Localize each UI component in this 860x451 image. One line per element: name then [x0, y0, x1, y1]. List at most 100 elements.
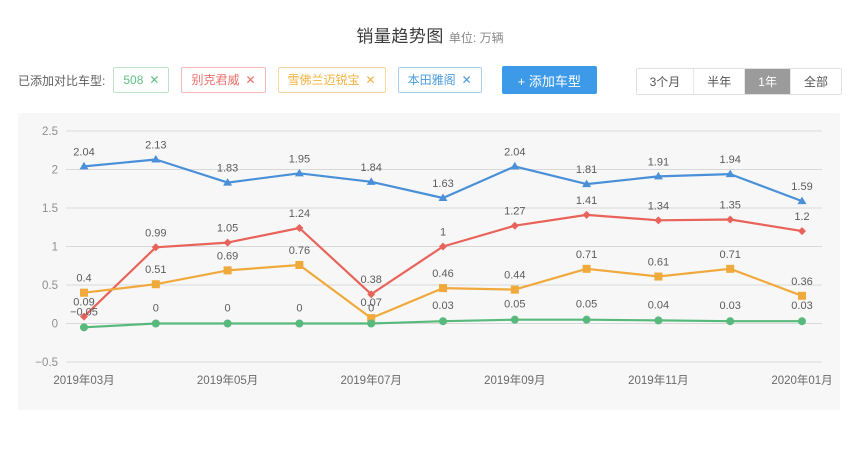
page-title-text: 销量趋势图	[356, 27, 444, 46]
data-point	[510, 161, 520, 170]
data-point-label: 0.51	[145, 264, 166, 276]
y-axis-tick-label: 2	[52, 165, 58, 177]
data-point	[223, 319, 232, 328]
data-point	[798, 227, 806, 236]
model-tag-4[interactable]: 本田雅阁 ✕	[397, 66, 482, 93]
data-point	[366, 177, 376, 185]
model-tag-label: 本田雅阁	[407, 73, 456, 88]
range-option-3[interactable]: 1年	[745, 69, 791, 94]
close-icon[interactable]: ✕	[245, 72, 256, 87]
data-point	[79, 161, 89, 170]
x-axis-tick-label: 2019年09月	[484, 373, 545, 387]
y-axis-tick-label: 0	[52, 319, 58, 331]
data-point-label: 1.35	[719, 200, 740, 212]
data-point	[726, 317, 735, 326]
data-point-label: 0.04	[648, 299, 669, 311]
data-point-label: 0.03	[719, 300, 740, 312]
data-point	[725, 169, 735, 178]
data-point	[151, 280, 160, 289]
data-point-label: 1.34	[648, 200, 669, 212]
data-point-label: 0	[225, 303, 231, 315]
data-point-label: 1.81	[576, 164, 597, 176]
data-point-label: 0.69	[217, 250, 238, 262]
x-axis-tick-label: 2019年07月	[341, 373, 402, 387]
data-point	[510, 221, 519, 230]
data-point-label: 0	[296, 303, 302, 315]
close-icon[interactable]: ✕	[461, 72, 472, 87]
y-axis-tick-label: −0.5	[35, 357, 58, 369]
add-model-button[interactable]: + 添加车型	[501, 66, 597, 94]
data-point-label: 0	[153, 303, 159, 315]
data-point-label: 0.44	[504, 270, 525, 282]
y-axis-tick-label: 2.5	[42, 126, 58, 138]
data-point-label: 0.99	[145, 227, 166, 239]
data-point	[726, 215, 735, 224]
data-point-label: −0.05	[70, 306, 98, 318]
data-point-label: 0.4	[76, 273, 91, 285]
data-point	[654, 272, 663, 281]
data-point	[367, 314, 376, 323]
close-icon[interactable]: ✕	[365, 72, 376, 87]
data-point	[294, 168, 304, 177]
data-point-label: 1.91	[648, 156, 669, 168]
data-point	[223, 178, 233, 186]
model-tag-label: 508	[123, 73, 144, 88]
model-tag-3[interactable]: 雪佛兰迈锐宝 ✕	[277, 66, 386, 93]
data-point	[367, 319, 376, 328]
x-axis-tick-label: 2019年11月	[628, 373, 689, 387]
data-point	[151, 243, 160, 252]
data-point	[582, 315, 591, 324]
data-point	[223, 266, 232, 275]
data-point	[726, 264, 735, 273]
chart-card: 2.5 2 1.5 1 0.5 0 −0.5 2019年03月 2019年05月 2019年07月…	[18, 113, 840, 410]
data-point	[80, 323, 88, 332]
y-axis-tick-label: 1	[52, 242, 58, 254]
data-point-label: 2.13	[145, 139, 166, 151]
data-point	[582, 264, 591, 273]
range-option-1[interactable]: 3个月	[636, 69, 695, 94]
x-axis-tick-label: 2020年01月	[771, 373, 832, 387]
model-tag-list: 508 ✕ 别克君威 ✕ 雪佛兰迈锐宝 ✕ 本田雅阁 ✕	[113, 66, 493, 94]
data-point-label: 1.2	[794, 211, 809, 223]
data-point-label: 1.05	[217, 223, 238, 235]
data-point-label: 0.03	[791, 300, 812, 312]
data-point	[223, 238, 232, 247]
data-point-label: 0.46	[432, 268, 453, 280]
range-option-4[interactable]: 全部	[790, 69, 841, 94]
data-point	[295, 224, 304, 233]
x-axis-tick-label: 2019年05月	[197, 373, 258, 387]
data-point	[439, 242, 447, 251]
data-point-label: 1.63	[432, 178, 453, 190]
data-point	[582, 210, 591, 219]
data-point	[295, 319, 304, 328]
data-point	[798, 291, 806, 300]
close-icon[interactable]: ✕	[149, 73, 160, 88]
data-point-label: 1.94	[719, 154, 740, 166]
model-tag-1[interactable]: 508 ✕	[113, 67, 170, 94]
model-tag-label: 别克君威	[191, 73, 240, 88]
x-axis-tick-label: 2019年03月	[53, 373, 114, 387]
data-point-label: 1.95	[289, 153, 310, 165]
y-axis-tick-label: 1.5	[42, 203, 58, 215]
data-point	[438, 193, 448, 201]
data-point-label: 0.38	[360, 274, 381, 286]
data-point-label: 0.71	[719, 249, 740, 261]
data-point	[654, 316, 663, 325]
time-range-switch[interactable]: 3个月 半年 1年 全部	[635, 68, 842, 95]
data-point-label: 2.04	[73, 146, 94, 158]
data-point	[653, 171, 663, 180]
data-point-label: 1.27	[504, 206, 525, 218]
data-point-label: 0.07	[360, 297, 381, 309]
data-point-label: 0.36	[791, 276, 812, 288]
data-point	[151, 154, 161, 163]
data-point-label: 2.04	[504, 146, 525, 158]
data-point	[80, 288, 88, 297]
data-point-label: 1.83	[217, 163, 238, 175]
sales-trend-line-chart: 2.5 2 1.5 1 0.5 0 −0.5 2019年03月 2019年05月 2019年07月…	[35, 126, 832, 387]
data-point	[367, 290, 376, 299]
data-point-label: 0.05	[504, 299, 525, 311]
range-option-2[interactable]: 半年	[694, 69, 746, 94]
model-tag-2[interactable]: 别克君威 ✕	[181, 66, 266, 93]
data-point-label: 0.09	[73, 297, 94, 309]
